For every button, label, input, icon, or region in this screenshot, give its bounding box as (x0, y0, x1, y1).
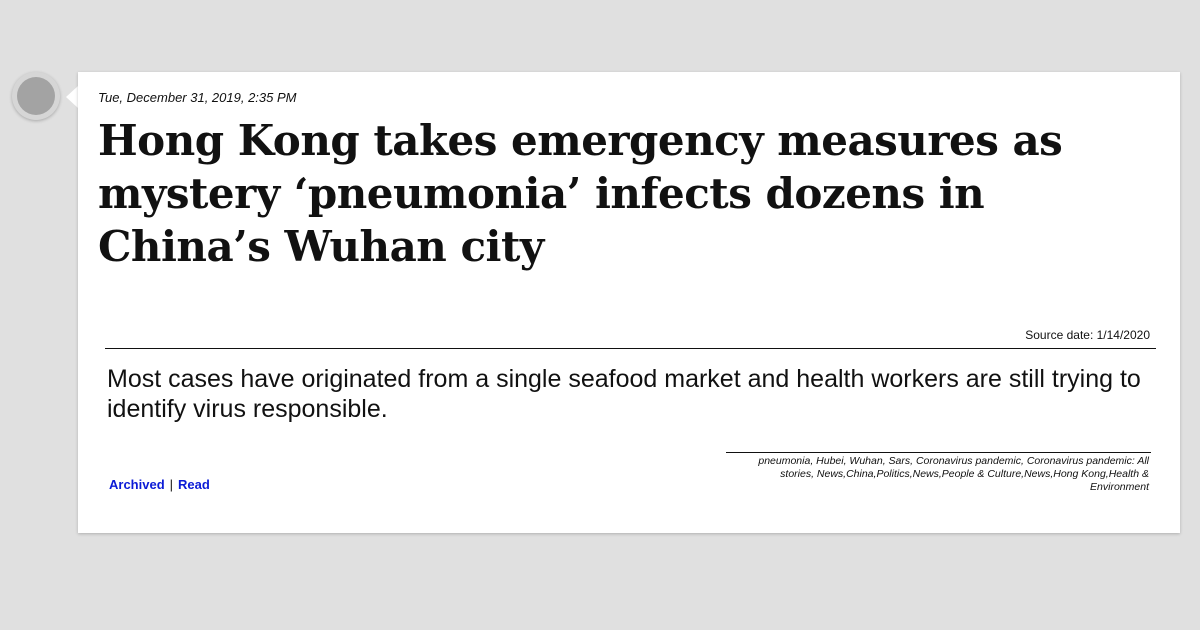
timeline-marker (12, 72, 60, 120)
article-card: Tue, December 31, 2019, 2:35 PM Hong Kon… (78, 72, 1180, 533)
link-separator: | (169, 477, 174, 492)
source-date: Source date: 1/14/2020 (1025, 328, 1150, 342)
article-date: Tue, December 31, 2019, 2:35 PM (98, 90, 297, 105)
tags-divider (726, 452, 1151, 453)
card-pointer (66, 86, 78, 108)
article-links: Archived | Read (109, 477, 210, 492)
article-tags: pneumonia, Hubei, Wuhan, Sars, Coronavir… (758, 455, 1149, 493)
article-headline: Hong Kong takes emergency measures as my… (98, 116, 1063, 271)
divider (105, 348, 1156, 349)
article-summary: Most cases have originated from a single… (107, 365, 1141, 423)
read-link[interactable]: Read (178, 477, 210, 492)
archived-link[interactable]: Archived (109, 477, 165, 492)
timeline-marker-inner (17, 77, 55, 115)
